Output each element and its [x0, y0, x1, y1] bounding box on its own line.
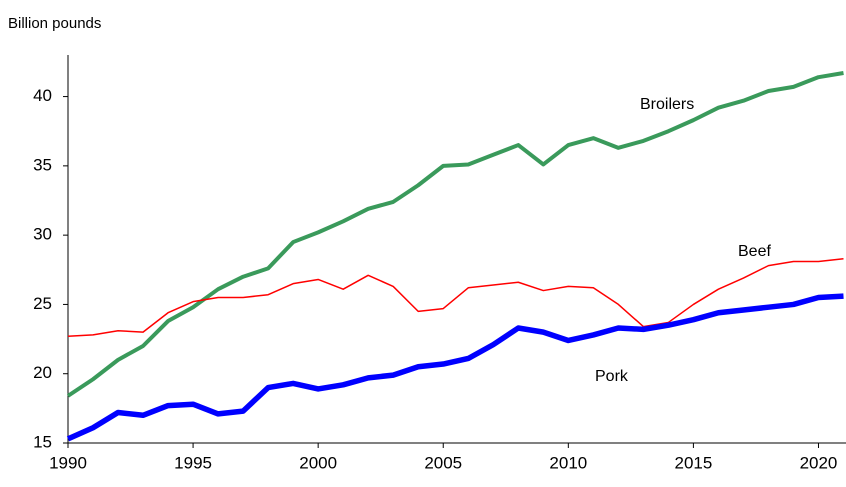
y-tick-label: 35	[33, 155, 52, 174]
x-tick-label: 2020	[800, 453, 838, 472]
x-tick-label: 2010	[549, 453, 587, 472]
y-tick-label: 20	[33, 363, 52, 382]
x-tick-label: 1990	[49, 453, 87, 472]
x-tick-label: 2005	[424, 453, 462, 472]
series-label: Broilers	[640, 96, 694, 113]
x-tick-label: 2000	[299, 453, 337, 472]
x-tick-label: 1995	[174, 453, 212, 472]
y-axis-label: Billion pounds	[8, 15, 101, 32]
series-label: Beef	[738, 243, 771, 260]
y-tick-label: 25	[33, 294, 52, 313]
y-tick-label: 15	[33, 432, 52, 451]
x-tick-label: 2015	[674, 453, 712, 472]
series-label: Pork	[595, 368, 629, 385]
line-series	[66, 71, 844, 398]
y-tick-label: 40	[33, 86, 52, 105]
y-tick-label: 30	[33, 225, 52, 244]
line-series	[67, 257, 844, 338]
line-series	[66, 293, 844, 442]
